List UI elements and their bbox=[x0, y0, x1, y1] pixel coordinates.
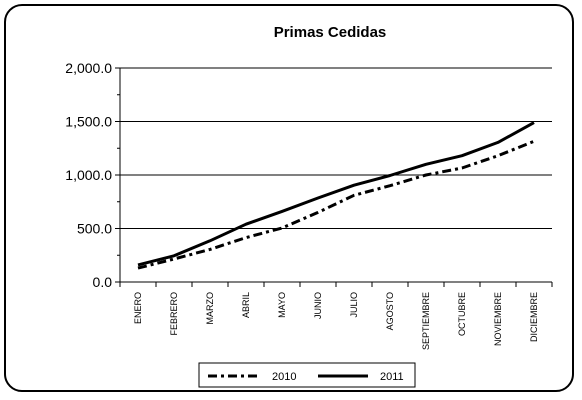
x-tick-label: NOVIEMBRE bbox=[493, 292, 503, 346]
gridlines bbox=[120, 67, 552, 229]
y-tick-label: 500.0 bbox=[77, 221, 112, 237]
x-tick-label: ABRIL bbox=[241, 292, 251, 318]
y-tick-label: 1,500.0 bbox=[65, 114, 112, 130]
x-tick-label: ENERO bbox=[133, 292, 143, 324]
x-tick-label: AGOSTO bbox=[385, 292, 395, 330]
y-tick-label: 2,000.0 bbox=[65, 60, 112, 76]
y-tick-label: 0.0 bbox=[93, 274, 113, 290]
series-lines bbox=[137, 121, 535, 270]
y-axis-ticks: 0.0 500.0 1,000.0 1,500.0 2,000.0 bbox=[65, 60, 120, 290]
x-tick-label: MARZO bbox=[205, 292, 215, 325]
series-line-2010 bbox=[137, 139, 535, 270]
legend-label-2011: 2011 bbox=[380, 371, 404, 383]
x-tick-label: OCTUBRE bbox=[457, 292, 467, 336]
x-axis-ticks: ENERO FEBRERO MARZO ABRIL MAYO JUNIO JULIO AGOS… bbox=[119, 282, 553, 350]
x-tick-label: JULIO bbox=[349, 292, 359, 318]
legend: 2010 2011 bbox=[198, 362, 416, 388]
x-tick-label: MAYO bbox=[277, 292, 287, 318]
x-tick-label: DICIEMBRE bbox=[529, 292, 539, 342]
x-tick-label: SEPTIEMBRE bbox=[421, 292, 431, 350]
y-tick-label: 1,000.0 bbox=[65, 167, 112, 183]
legend-label-2010: 2010 bbox=[272, 371, 296, 383]
x-tick-label: JUNIO bbox=[313, 292, 323, 319]
chart-title: Primas Cedidas bbox=[274, 24, 387, 41]
x-tick-label: FEBRERO bbox=[169, 292, 179, 336]
series-line-2011 bbox=[137, 121, 535, 267]
